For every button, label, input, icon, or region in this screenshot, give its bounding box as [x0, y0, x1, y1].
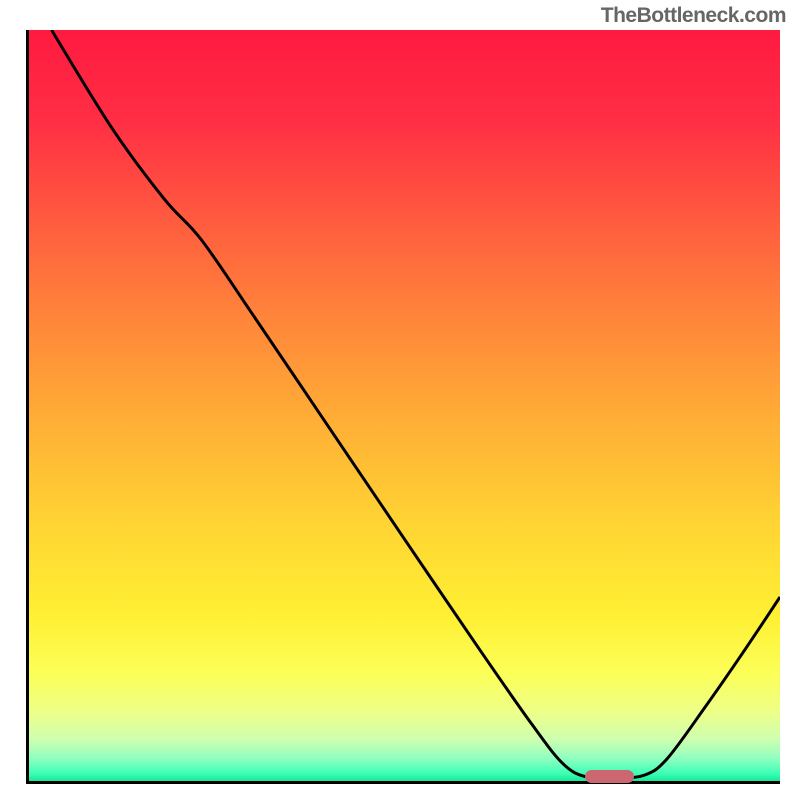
curve-svg: [29, 30, 780, 781]
optimal-marker: [585, 770, 634, 784]
bottleneck-curve: [52, 30, 780, 778]
watermark-text: TheBottleneck.com: [601, 4, 786, 28]
plot-area: [26, 30, 780, 784]
